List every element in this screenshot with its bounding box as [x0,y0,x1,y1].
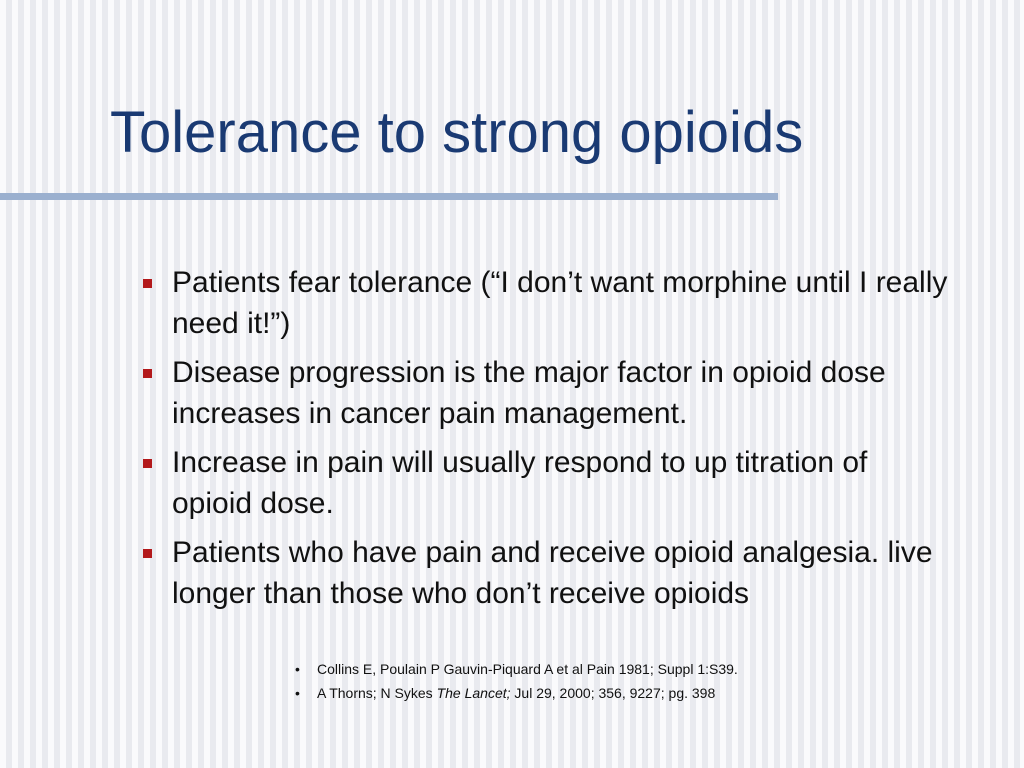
bullet-text: Patients fear tolerance (“I don’t want m… [172,266,948,340]
square-bullet-icon [143,459,152,468]
slide-title: Tolerance to strong opioids [110,100,804,165]
bullet-text: Disease progression is the major factor … [172,356,886,430]
reference-list: • Collins E, Poulain P Gauvin-Piquard A … [295,657,738,705]
reference-text: Collins E, Poulain P Gauvin-Piquard A et… [317,661,738,677]
reference-citation: Jul 29, 2000; 356, 9227; pg. 398 [510,685,716,701]
bullet-item: Patients fear tolerance (“I don’t want m… [140,262,950,344]
dot-bullet-icon: • [295,661,300,677]
bullet-text: Patients who have pain and receive opioi… [172,536,933,610]
reference-journal: The Lancet; [436,685,511,701]
title-divider [0,193,778,200]
dot-bullet-icon: • [295,685,300,701]
square-bullet-icon [143,549,152,558]
bullet-list: Patients fear tolerance (“I don’t want m… [140,262,950,622]
reference-authors: A Thorns; N Sykes [317,685,437,701]
reference-item: • Collins E, Poulain P Gauvin-Piquard A … [295,657,738,681]
bullet-text: Increase in pain will usually respond to… [172,446,868,520]
bullet-item: Increase in pain will usually respond to… [140,442,950,524]
square-bullet-icon [143,369,152,378]
bullet-item: Patients who have pain and receive opioi… [140,532,950,614]
bullet-item: Disease progression is the major factor … [140,352,950,434]
square-bullet-icon [143,279,152,288]
reference-item: • A Thorns; N Sykes The Lancet; Jul 29, … [295,681,738,705]
